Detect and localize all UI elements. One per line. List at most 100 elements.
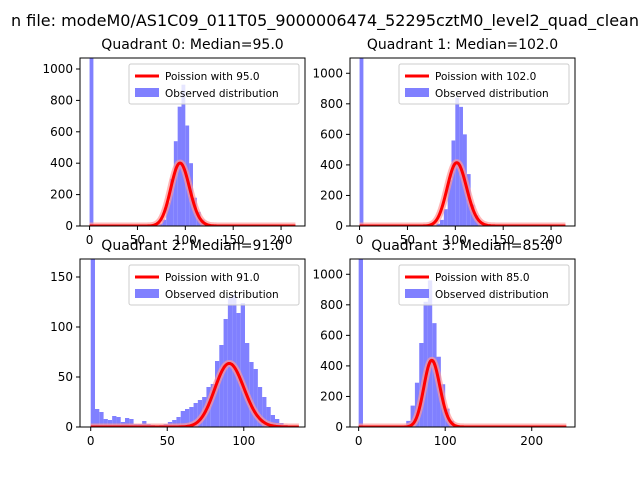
plot-area	[88, 259, 301, 427]
hist-bar	[219, 345, 224, 427]
y-tick-label: 800	[50, 93, 73, 107]
hist-bar	[176, 417, 181, 427]
hist-bar	[410, 405, 415, 427]
x-tick-label: 200	[270, 233, 293, 247]
hist-bar	[210, 384, 215, 427]
y-tick-label: 150	[50, 270, 73, 284]
x-tick-label: 0	[87, 434, 95, 448]
hist-bar	[173, 141, 178, 226]
panel-quadrant-0: 0 50 100 150 200 0 200 400 600 800 1000 Quadrant 0:…	[42, 37, 306, 247]
plot-area	[87, 58, 298, 226]
x-tick-label: 50	[130, 233, 145, 247]
legend-box	[128, 264, 300, 306]
y-tick-label: 0	[65, 219, 73, 233]
x-tick-label: 50	[400, 233, 415, 247]
hist-bar	[125, 418, 130, 427]
hist-bar	[240, 303, 245, 427]
poisson-curve	[359, 161, 566, 226]
hist-bar	[253, 369, 258, 427]
y-tick-label: 400	[320, 158, 343, 172]
poisson-curve-glow	[356, 356, 569, 427]
x-tick-label: 150	[222, 233, 245, 247]
legend-entry-poisson: Poission with 95.0	[165, 71, 260, 83]
hist-bar	[436, 223, 440, 226]
hist-bar	[447, 180, 452, 226]
hist-bar	[440, 219, 444, 226]
y-tick-label: 50	[58, 370, 73, 384]
hist-bar	[359, 58, 364, 226]
y-tick-label: 600	[320, 127, 343, 141]
x-tick-label: 0	[356, 233, 364, 247]
axes-frame	[79, 258, 306, 428]
hist-bar	[189, 407, 194, 427]
poisson-curve	[90, 361, 299, 427]
x-tick-label: 100	[174, 233, 197, 247]
hist-bar	[245, 343, 250, 427]
legend-patch-swatch	[135, 289, 159, 298]
x-tick-label: 100	[232, 434, 255, 448]
y-tick-label: 400	[320, 359, 343, 373]
legend: Poission with 85.0 Observed distribution	[398, 264, 570, 306]
x-tick-label: 200	[540, 233, 563, 247]
panel-title: Quadrant 0: Median=95.0	[101, 37, 283, 53]
hist-bar	[180, 411, 185, 427]
hist-bar	[223, 319, 228, 427]
hist-bar	[112, 416, 117, 427]
axes-frame	[79, 57, 306, 227]
y-tick-label: 0	[335, 219, 343, 233]
poisson-curve	[89, 161, 296, 226]
legend-entry-poisson: Poission with 85.0	[435, 272, 530, 284]
legend-entry-observed: Observed distribution	[435, 289, 549, 301]
hist-bar	[99, 412, 104, 427]
legend-entry-observed: Observed distribution	[165, 289, 279, 301]
y-tick-label: 600	[50, 125, 73, 139]
hist-bar	[181, 84, 186, 226]
legend-patch-swatch	[405, 289, 429, 298]
y-tick-label: 600	[320, 328, 343, 342]
hist-bar	[197, 400, 203, 427]
y-tick-label: 200	[50, 188, 73, 202]
legend-entry-observed: Observed distribution	[165, 88, 279, 100]
y-tick-label: 400	[50, 156, 73, 170]
y-tick-label: 800	[320, 298, 343, 312]
poisson-curve	[358, 358, 567, 427]
panel-title: Quadrant 1: Median=102.0	[367, 37, 558, 53]
legend: Poission with 102.0 Observed distribution	[398, 63, 570, 105]
hist-bar	[95, 409, 100, 427]
legend-patch-swatch	[405, 88, 429, 97]
hist-bar	[443, 209, 448, 226]
hist-bar	[427, 280, 433, 427]
hist-bar	[262, 397, 267, 427]
axes-frame	[349, 258, 576, 428]
panel-title: Quadrant 3: Median=85.0	[371, 238, 553, 254]
legend: Poission with 91.0 Observed distribution	[128, 264, 300, 306]
legend-entry-poisson: Poission with 102.0	[435, 71, 536, 83]
hist-bar	[90, 259, 95, 427]
panel-quadrant-1: 0 50 100 150 200 0 200 400 600 800 1000 Quadrant 1:…	[312, 37, 576, 247]
y-tick-label: 0	[65, 420, 73, 434]
hist-bar	[270, 415, 275, 427]
legend-patch-swatch	[135, 88, 159, 97]
legend-entry-observed: Observed distribution	[435, 88, 549, 100]
y-tick-label: 0	[335, 420, 343, 434]
axes-frame	[349, 57, 576, 227]
y-tick-label: 200	[320, 188, 343, 202]
hist-bar	[166, 202, 170, 226]
hist-bar	[103, 419, 108, 427]
hist-bar	[232, 295, 237, 427]
panel-title: Quadrant 2: Median=91.0	[101, 238, 283, 254]
hist-bar	[89, 58, 94, 226]
hist-bar	[162, 219, 167, 226]
y-tick-label: 800	[320, 97, 343, 111]
legend-box	[128, 63, 300, 105]
hist-bar	[129, 419, 134, 427]
x-tick-label: 200	[520, 434, 543, 448]
x-tick-label: 0	[355, 434, 363, 448]
hist-bar	[185, 409, 190, 427]
x-tick-label: 0	[86, 233, 94, 247]
legend-box	[398, 63, 570, 105]
panel-quadrant-2: 0 50 100 0 50 100 150 Quadrant 2: Median=91.0 Po…	[50, 238, 306, 448]
x-tick-label: 100	[444, 233, 467, 247]
y-tick-label: 1000	[42, 62, 73, 76]
